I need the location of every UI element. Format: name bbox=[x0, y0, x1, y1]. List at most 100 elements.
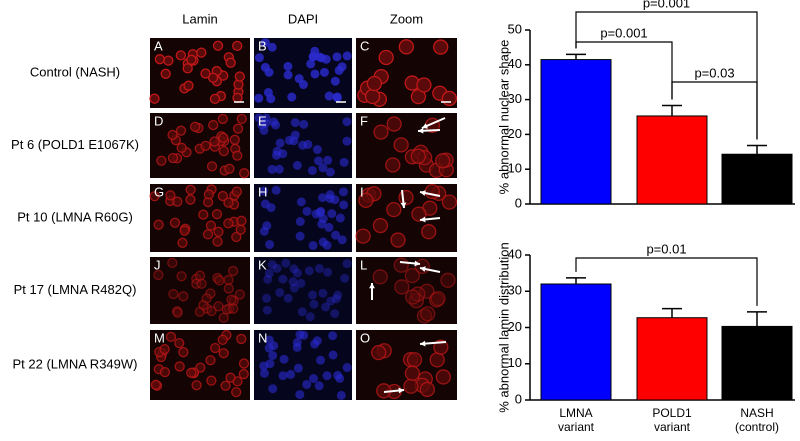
nucleus bbox=[225, 372, 236, 383]
nucleus bbox=[429, 352, 445, 368]
nucleus bbox=[176, 271, 187, 282]
nucleus bbox=[232, 123, 244, 134]
nucleus bbox=[339, 200, 349, 210]
nucleus bbox=[318, 163, 328, 173]
nucleus bbox=[336, 390, 346, 400]
y-tick-label: 10 bbox=[508, 355, 522, 370]
nucleus bbox=[286, 369, 296, 379]
nucleus bbox=[433, 339, 449, 355]
nucleus bbox=[312, 145, 322, 155]
arrow-head bbox=[420, 190, 426, 196]
nucleus bbox=[441, 90, 458, 107]
arrow-head bbox=[418, 127, 424, 134]
nucleus bbox=[293, 363, 303, 373]
nucleus bbox=[404, 365, 421, 381]
nucleus bbox=[159, 366, 171, 378]
nucleus bbox=[386, 201, 402, 218]
nucleus bbox=[179, 225, 190, 236]
arrow-head bbox=[369, 283, 375, 289]
y-tick-label: 40 bbox=[508, 56, 522, 71]
nucleus bbox=[234, 71, 245, 82]
nucleus bbox=[260, 38, 270, 48]
nucleus bbox=[290, 118, 300, 128]
nucleus bbox=[317, 219, 327, 229]
nucleus bbox=[212, 40, 224, 51]
nucleus bbox=[430, 290, 446, 307]
nucleus bbox=[223, 283, 234, 294]
significance-bracket bbox=[575, 11, 758, 140]
nucleus bbox=[264, 335, 274, 345]
nucleus bbox=[308, 290, 318, 300]
nucleus bbox=[177, 237, 188, 248]
nucleus bbox=[281, 258, 291, 268]
row-label: Pt 10 (LMNA R60G) bbox=[17, 209, 133, 224]
nucleus bbox=[335, 213, 345, 223]
micrograph-background bbox=[254, 257, 352, 324]
nucleus bbox=[165, 331, 177, 343]
nucleus bbox=[167, 129, 178, 141]
panel-letter: G bbox=[154, 184, 164, 199]
nucleus bbox=[304, 266, 314, 276]
nucleus bbox=[185, 194, 196, 205]
nucleus bbox=[265, 239, 275, 249]
nucleus bbox=[424, 183, 440, 200]
micrograph: K bbox=[254, 257, 352, 324]
micrograph: E bbox=[254, 113, 352, 178]
nucleus bbox=[165, 190, 176, 201]
p-value: p=0.001 bbox=[600, 25, 647, 40]
nucleus bbox=[312, 336, 322, 346]
nucleus bbox=[296, 278, 306, 288]
nucleus bbox=[229, 134, 240, 145]
nucleus bbox=[342, 117, 352, 127]
nucleus bbox=[198, 209, 209, 220]
bar bbox=[636, 115, 708, 205]
nucleus bbox=[200, 68, 211, 79]
nucleus bbox=[267, 42, 277, 52]
nucleus bbox=[292, 160, 302, 170]
arrow-head bbox=[420, 340, 426, 347]
arrow-head bbox=[420, 216, 426, 223]
nucleus bbox=[225, 57, 236, 68]
y-tick-label: 40 bbox=[508, 246, 522, 261]
nucleus bbox=[175, 125, 187, 136]
column-header: Zoom bbox=[390, 11, 423, 26]
nucleus bbox=[183, 80, 194, 91]
micrograph: I bbox=[355, 183, 458, 252]
bar bbox=[540, 283, 612, 401]
nucleus bbox=[228, 303, 239, 314]
nucleus bbox=[302, 206, 312, 216]
nucleus bbox=[330, 76, 340, 86]
bar bbox=[636, 317, 708, 401]
nucleus bbox=[290, 130, 300, 140]
nucleus bbox=[206, 375, 217, 386]
micrograph: N bbox=[254, 330, 352, 400]
panel-letter: A bbox=[154, 38, 163, 53]
nucleus bbox=[321, 302, 331, 312]
nucleus bbox=[306, 59, 316, 69]
arrow-head bbox=[422, 123, 428, 129]
nucleus bbox=[191, 380, 202, 391]
nucleus bbox=[186, 54, 197, 65]
nucleus bbox=[416, 77, 432, 93]
nucleus bbox=[274, 164, 284, 174]
column-header: DAPI bbox=[288, 11, 318, 26]
nucleus bbox=[328, 331, 338, 341]
nucleus bbox=[154, 54, 165, 65]
nucleus bbox=[318, 193, 328, 203]
micrograph: A bbox=[149, 38, 250, 108]
micrograph: C bbox=[356, 38, 458, 108]
panel-letter: E bbox=[258, 113, 267, 128]
row-label: Pt 6 (POLD1 E1067K) bbox=[11, 137, 139, 152]
nucleus bbox=[175, 50, 186, 61]
nucleus bbox=[186, 367, 197, 378]
nucleus bbox=[232, 150, 243, 161]
nucleus bbox=[337, 235, 347, 245]
nucleus bbox=[378, 49, 394, 66]
nucleus bbox=[364, 88, 381, 105]
arrow-head bbox=[414, 260, 420, 267]
nucleus bbox=[223, 218, 234, 229]
nucleus bbox=[394, 279, 410, 295]
panel-letter: I bbox=[360, 184, 364, 199]
nucleus bbox=[441, 194, 458, 210]
panel-letter: D bbox=[154, 113, 163, 128]
